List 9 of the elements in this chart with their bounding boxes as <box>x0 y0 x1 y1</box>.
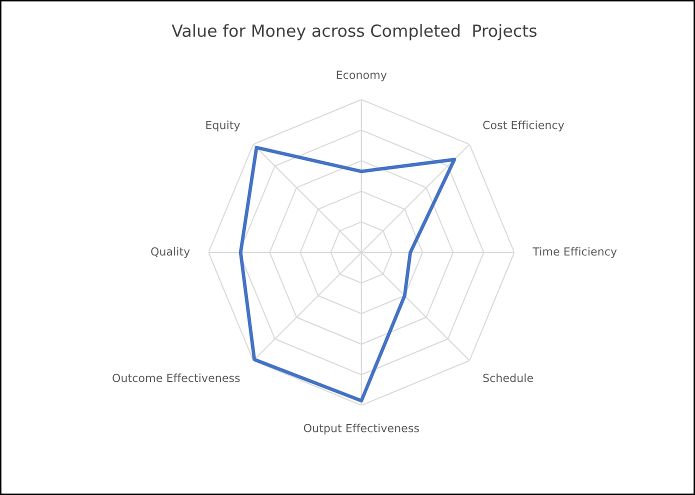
spoke-label: Equity <box>206 120 240 132</box>
spoke-label: Economy <box>336 70 387 82</box>
spoke-label: Quality <box>151 247 190 258</box>
spoke-label: Cost Efficiency <box>483 120 564 132</box>
spoke-label: Time Efficiency <box>532 247 617 258</box>
spoke-label: Outcome Effectiveness <box>112 374 240 382</box>
chart-title: Value for Money across Completed Projects <box>172 24 537 40</box>
spoke-label: Schedule <box>483 374 533 382</box>
spoke-label: Output Effectiveness <box>304 424 419 434</box>
